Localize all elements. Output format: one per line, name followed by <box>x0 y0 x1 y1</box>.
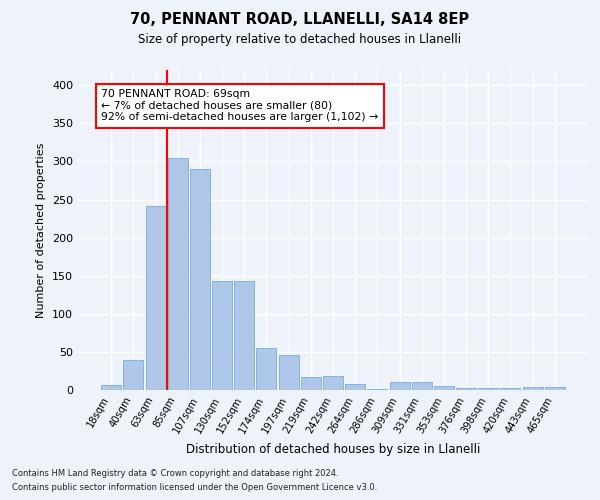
Bar <box>234 281 254 390</box>
Bar <box>456 388 476 390</box>
Bar <box>101 384 121 390</box>
Text: Contains public sector information licensed under the Open Government Licence v3: Contains public sector information licen… <box>12 484 377 492</box>
Bar <box>345 384 365 390</box>
Bar <box>389 382 410 390</box>
Text: Size of property relative to detached houses in Llanelli: Size of property relative to detached ho… <box>139 32 461 46</box>
Bar <box>146 206 166 390</box>
Bar <box>256 348 277 390</box>
Bar <box>523 387 542 390</box>
Bar <box>301 377 321 390</box>
Bar <box>545 387 565 390</box>
Bar <box>367 389 388 390</box>
Bar <box>434 386 454 390</box>
Y-axis label: Number of detached properties: Number of detached properties <box>37 142 46 318</box>
Bar <box>478 388 498 390</box>
X-axis label: Distribution of detached houses by size in Llanelli: Distribution of detached houses by size … <box>186 443 480 456</box>
Bar <box>278 355 299 390</box>
Text: Contains HM Land Registry data © Crown copyright and database right 2024.: Contains HM Land Registry data © Crown c… <box>12 468 338 477</box>
Bar <box>412 382 432 390</box>
Bar <box>190 169 210 390</box>
Bar <box>500 388 520 390</box>
Bar <box>168 158 188 390</box>
Bar <box>323 376 343 390</box>
Bar <box>212 281 232 390</box>
Text: 70, PENNANT ROAD, LLANELLI, SA14 8EP: 70, PENNANT ROAD, LLANELLI, SA14 8EP <box>130 12 470 28</box>
Bar <box>124 360 143 390</box>
Text: 70 PENNANT ROAD: 69sqm
← 7% of detached houses are smaller (80)
92% of semi-deta: 70 PENNANT ROAD: 69sqm ← 7% of detached … <box>101 89 379 122</box>
